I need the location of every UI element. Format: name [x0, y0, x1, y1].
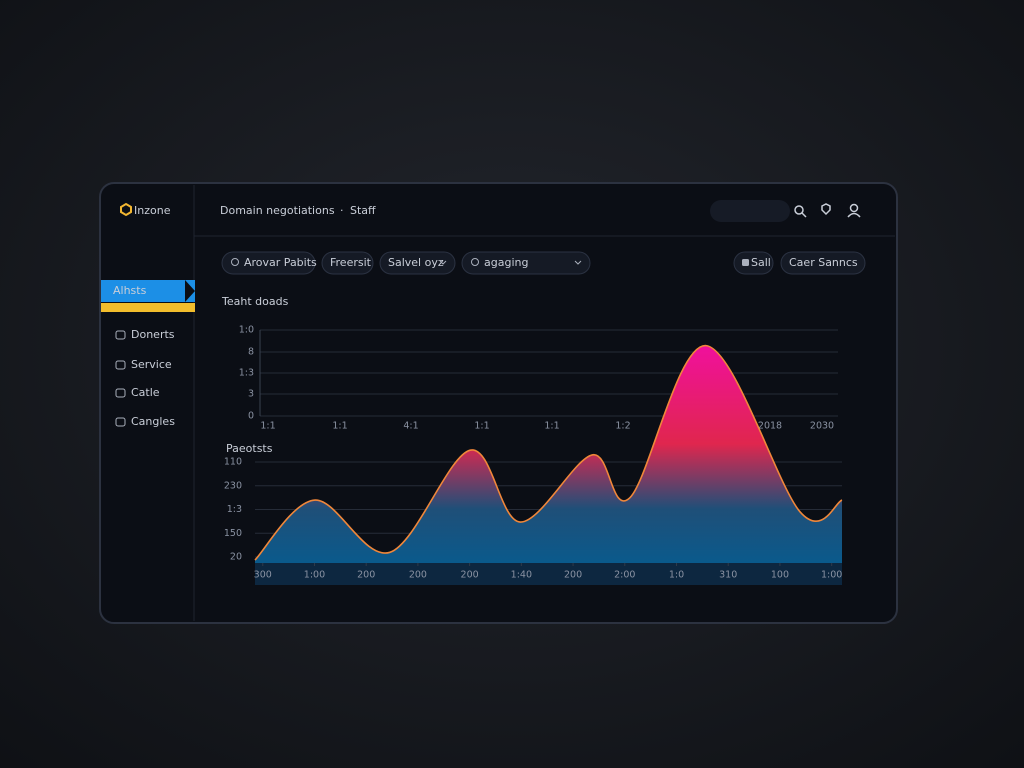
x-tick-label: 310 — [719, 570, 737, 581]
top-x-label: 1:1 — [474, 421, 489, 432]
page-subtitle: Staff — [350, 204, 376, 217]
area — [255, 345, 842, 563]
x-axis-band — [255, 563, 842, 585]
filter-search-icon — [231, 258, 239, 266]
nav-item[interactable]: Donerts — [131, 328, 175, 341]
y-tick-label: 110 — [224, 457, 242, 468]
filter-label: agaging — [484, 256, 528, 269]
action-pill[interactable] — [780, 251, 866, 275]
top-x-label: 4:1 — [403, 421, 418, 432]
top-x-label: 2018 — [758, 421, 782, 432]
active-nav-notch — [185, 280, 195, 302]
x-tick-label: 200 — [409, 570, 427, 581]
top-x-label: 2030 — [810, 421, 834, 432]
filter-label: Salvel oyz — [388, 256, 444, 269]
filter-search-icon — [471, 258, 479, 266]
nav-icon — [115, 388, 126, 398]
top-x-label: 1:1 — [260, 421, 275, 432]
filter-pill[interactable] — [321, 251, 374, 275]
action-icon — [742, 259, 749, 266]
y-tick-label: 150 — [224, 528, 242, 539]
x-tick-label: 1:40 — [511, 570, 532, 581]
shield-icon[interactable] — [821, 203, 831, 216]
user-icon-body — [847, 212, 861, 218]
action-pill[interactable] — [733, 251, 774, 275]
logo-icon — [120, 202, 132, 217]
top-x-label: 1:1 — [544, 421, 559, 432]
chart-title: Paeotsts — [226, 442, 273, 455]
x-tick-label: 2:00 — [614, 570, 635, 581]
filter-label: Arovar Pabits — [244, 256, 317, 269]
chevron — [439, 260, 447, 265]
nav-icon — [115, 417, 126, 427]
x-tick-label: 1:0 — [669, 570, 684, 581]
x-tick-label: 1:00 — [821, 570, 842, 581]
filter-label: Freersit — [330, 256, 372, 269]
area-line — [254, 344, 843, 561]
y-tick-label: 1:3 — [227, 504, 242, 515]
top-y-label: 0 — [248, 411, 254, 422]
action-label: Sall — [751, 256, 771, 269]
user-icon[interactable] — [849, 203, 859, 213]
nav-item[interactable]: Alhsts — [113, 284, 147, 297]
action-label: Caer Sanncs — [789, 256, 858, 269]
top-y-label: 8 — [248, 347, 254, 358]
x-tick-label: 200 — [564, 570, 582, 581]
y-tick-label: 230 — [224, 480, 242, 491]
x-tick-label: 1:00 — [304, 570, 325, 581]
top-x-label: 1:1 — [332, 421, 347, 432]
top-y-label: 1:0 — [239, 325, 254, 336]
logo: Inzone — [134, 204, 171, 217]
page-title: Domain negotiations — [220, 204, 335, 217]
search-box[interactable] — [710, 200, 790, 222]
active-nav-underline — [101, 303, 195, 312]
x-tick-label: 300 — [254, 570, 272, 581]
filter-pill[interactable] — [461, 251, 591, 275]
filter-pill[interactable] — [379, 251, 456, 275]
nav-item[interactable]: Cangles — [131, 415, 175, 428]
filter-pill[interactable] — [221, 251, 316, 275]
nav-icon — [115, 330, 126, 340]
search-icon-handle — [801, 212, 807, 218]
top-y-label: 1:3 — [239, 368, 254, 379]
search-icon[interactable] — [794, 205, 804, 215]
y-tick-label: 20 — [230, 552, 242, 563]
x-tick-label: 100 — [771, 570, 789, 581]
separator: · — [340, 204, 344, 217]
nav-item[interactable]: Catle — [131, 386, 160, 399]
x-tick-label: 200 — [357, 570, 375, 581]
nav-item[interactable]: Service — [131, 358, 172, 371]
section-title: Teaht doads — [221, 295, 289, 308]
x-tick-label: 200 — [461, 570, 479, 581]
chevron — [574, 260, 582, 265]
top-y-label: 3 — [248, 389, 254, 400]
nav-icon — [115, 360, 126, 370]
top-x-label: 1:2 — [615, 421, 630, 432]
active-nav-bg — [101, 280, 195, 302]
